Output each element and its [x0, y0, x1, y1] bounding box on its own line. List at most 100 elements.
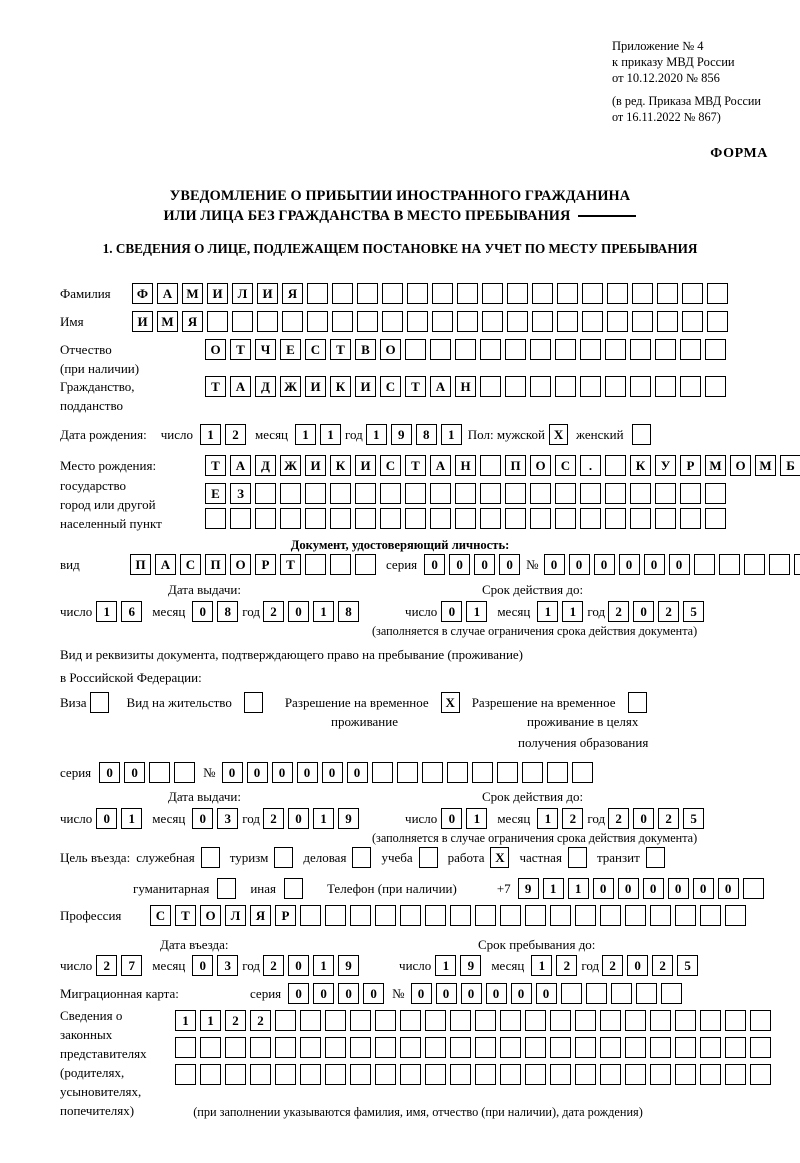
- form-cell[interactable]: И: [305, 376, 326, 397]
- form-cell[interactable]: [600, 1037, 621, 1058]
- form-cell[interactable]: [521, 762, 543, 783]
- form-cell[interactable]: Л: [225, 905, 246, 926]
- form-cell[interactable]: [407, 283, 428, 304]
- form-cell[interactable]: [600, 905, 621, 926]
- form-cell[interactable]: 0: [96, 808, 118, 829]
- form-cell[interactable]: [625, 1064, 646, 1085]
- form-cell[interactable]: О: [380, 339, 401, 360]
- form-cell[interactable]: [630, 508, 651, 529]
- form-cell[interactable]: [432, 311, 453, 332]
- purpose-option-checkbox[interactable]: [217, 878, 237, 899]
- form-cell[interactable]: А: [230, 376, 251, 397]
- form-cell[interactable]: Р: [680, 455, 701, 476]
- form-cell[interactable]: 0: [485, 983, 507, 1004]
- form-cell[interactable]: К: [330, 376, 351, 397]
- form-cell[interactable]: [555, 508, 576, 529]
- form-cell[interactable]: П: [505, 455, 526, 476]
- form-cell[interactable]: Т: [405, 376, 426, 397]
- form-cell[interactable]: [350, 1064, 371, 1085]
- form-cell[interactable]: А: [230, 455, 251, 476]
- form-cell[interactable]: [505, 339, 526, 360]
- form-cell[interactable]: 0: [192, 955, 214, 976]
- form-cell[interactable]: С: [150, 905, 171, 926]
- form-cell[interactable]: [582, 311, 603, 332]
- form-cell[interactable]: [680, 339, 701, 360]
- form-cell[interactable]: А: [155, 554, 176, 575]
- form-cell[interactable]: [482, 311, 503, 332]
- form-cell[interactable]: 2: [225, 1010, 246, 1031]
- form-cell[interactable]: 1: [562, 601, 584, 622]
- temp-residence-checkbox[interactable]: X: [440, 692, 460, 713]
- form-cell[interactable]: [380, 483, 401, 504]
- form-cell[interactable]: О: [230, 554, 251, 575]
- form-cell[interactable]: 9: [460, 955, 482, 976]
- form-cell[interactable]: [550, 1010, 571, 1031]
- form-cell[interactable]: 0: [192, 808, 214, 829]
- form-cell[interactable]: [530, 508, 551, 529]
- form-cell[interactable]: 8: [338, 601, 360, 622]
- form-cell[interactable]: [630, 483, 651, 504]
- form-cell[interactable]: 1: [537, 601, 559, 622]
- purpose-option-checkbox[interactable]: [418, 847, 438, 868]
- form-cell[interactable]: 3: [217, 808, 239, 829]
- form-cell[interactable]: [230, 508, 251, 529]
- form-cell[interactable]: [505, 483, 526, 504]
- form-cell[interactable]: [407, 311, 428, 332]
- form-cell[interactable]: 5: [683, 808, 705, 829]
- form-cell[interactable]: 2: [652, 955, 674, 976]
- form-cell[interactable]: [355, 483, 376, 504]
- form-cell[interactable]: 2: [263, 955, 285, 976]
- form-cell[interactable]: [405, 508, 426, 529]
- form-cell[interactable]: Р: [255, 554, 276, 575]
- form-cell[interactable]: [375, 905, 396, 926]
- form-cell[interactable]: [450, 1037, 471, 1058]
- form-cell[interactable]: 1: [466, 808, 488, 829]
- form-cell[interactable]: [585, 983, 607, 1004]
- form-cell[interactable]: [375, 1064, 396, 1085]
- form-cell[interactable]: [430, 508, 451, 529]
- form-cell[interactable]: Е: [205, 483, 226, 504]
- form-cell[interactable]: [250, 1037, 271, 1058]
- form-cell[interactable]: [575, 905, 596, 926]
- form-cell[interactable]: [325, 1010, 346, 1031]
- form-cell[interactable]: [405, 483, 426, 504]
- form-cell[interactable]: [675, 1064, 696, 1085]
- form-cell[interactable]: [396, 762, 418, 783]
- form-cell[interactable]: К: [330, 455, 351, 476]
- form-cell[interactable]: [174, 762, 196, 783]
- form-cell[interactable]: Р: [275, 905, 296, 926]
- form-cell[interactable]: [600, 1064, 621, 1085]
- form-cell[interactable]: [250, 1064, 271, 1085]
- visa-checkbox[interactable]: [89, 692, 109, 713]
- form-cell[interactable]: [305, 483, 326, 504]
- form-cell[interactable]: [380, 508, 401, 529]
- form-cell[interactable]: [357, 283, 378, 304]
- form-cell[interactable]: 0: [618, 554, 640, 575]
- form-cell[interactable]: [207, 311, 228, 332]
- form-cell[interactable]: [657, 283, 678, 304]
- purpose-option-checkbox[interactable]: X: [490, 847, 510, 868]
- form-cell[interactable]: [480, 339, 501, 360]
- residence-permit-checkbox[interactable]: [243, 692, 263, 713]
- form-cell[interactable]: 6: [121, 601, 143, 622]
- form-cell[interactable]: 2: [562, 808, 584, 829]
- form-cell[interactable]: [700, 905, 721, 926]
- form-cell[interactable]: 0: [643, 554, 665, 575]
- legal-rep-input-3[interactable]: [175, 1064, 771, 1085]
- form-cell[interactable]: [725, 1064, 746, 1085]
- form-cell[interactable]: [550, 1064, 571, 1085]
- form-cell[interactable]: [575, 1037, 596, 1058]
- form-cell[interactable]: [675, 1010, 696, 1031]
- form-cell[interactable]: [718, 554, 740, 575]
- form-cell[interactable]: [307, 283, 328, 304]
- form-cell[interactable]: [482, 283, 503, 304]
- form-cell[interactable]: [505, 508, 526, 529]
